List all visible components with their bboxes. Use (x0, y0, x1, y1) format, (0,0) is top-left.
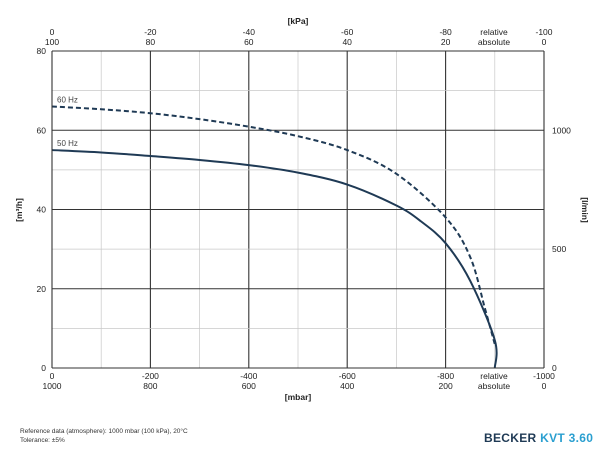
top-tick-absolute: 20 (441, 37, 451, 47)
left-unit-label: [m³/h] (14, 198, 24, 222)
series-line-60hz (51, 105, 496, 345)
bottom-tick-relative: -200 (142, 371, 159, 381)
top-unit-label: [kPa] (288, 16, 309, 26)
right-tick-label: 0 (552, 363, 557, 373)
bottom-tick-absolute: 800 (143, 381, 157, 391)
top-tick-absolute: 60 (244, 37, 254, 47)
series-line-50hz (51, 149, 498, 369)
top-mode-relative: relative (480, 27, 508, 37)
right-tick-label: 1000 (552, 125, 571, 135)
top-tick-relative: -80 (439, 27, 452, 37)
bottom-mode-absolute: absolute (478, 381, 510, 391)
left-tick-label: 20 (37, 284, 47, 294)
left-tick-label: 0 (41, 363, 46, 373)
tolerance-note: Tolerance: ±5% (20, 437, 65, 444)
top-tick-relative: 0 (50, 27, 55, 37)
reference-note: Reference data (atmosphere): 1000 mbar (… (20, 428, 188, 435)
bottom-tick-absolute: 1000 (43, 381, 62, 391)
brand-name: BECKER (484, 431, 537, 445)
right-tick-label: 500 (552, 244, 566, 254)
left-tick-label: 80 (37, 46, 47, 56)
left-tick-label: 60 (37, 125, 47, 135)
bottom-unit-label: [mbar] (285, 392, 312, 402)
top-tick-absolute: 80 (146, 37, 156, 47)
bottom-tick-absolute: 400 (340, 381, 354, 391)
top-mode-absolute: absolute (478, 37, 510, 47)
top-tick-relative: -40 (243, 27, 256, 37)
top-tick-relative: -60 (341, 27, 354, 37)
series-lines (51, 105, 498, 369)
bottom-tick-absolute: 600 (242, 381, 256, 391)
bottom-mode-relative: relative (480, 371, 508, 381)
brand-logo: BECKER KVT 3.60 (484, 431, 593, 445)
bottom-tick-absolute: 200 (439, 381, 453, 391)
plot-frame (51, 50, 545, 369)
top-tick-relative: -100 (535, 27, 552, 37)
bottom-tick-relative: 0 (50, 371, 55, 381)
bottom-tick-relative: -600 (339, 371, 356, 381)
top-tick-absolute: 100 (45, 37, 59, 47)
left-tick-label: 40 (37, 205, 47, 215)
top-tick-absolute: 40 (342, 37, 352, 47)
brand-model: KVT 3.60 (540, 431, 594, 445)
grid-lines (52, 51, 544, 368)
bottom-tick-relative: -800 (437, 371, 454, 381)
series-label-60hz: 60 Hz (57, 95, 78, 104)
right-unit-label: [l/min] (580, 197, 590, 223)
series-label-50hz: 50 Hz (57, 139, 78, 148)
bottom-tick-relative: -1000 (533, 371, 555, 381)
top-tick-absolute: 0 (542, 37, 547, 47)
top-tick-relative: -20 (144, 27, 157, 37)
bottom-tick-relative: -400 (240, 371, 257, 381)
bottom-tick-absolute: 0 (542, 381, 547, 391)
